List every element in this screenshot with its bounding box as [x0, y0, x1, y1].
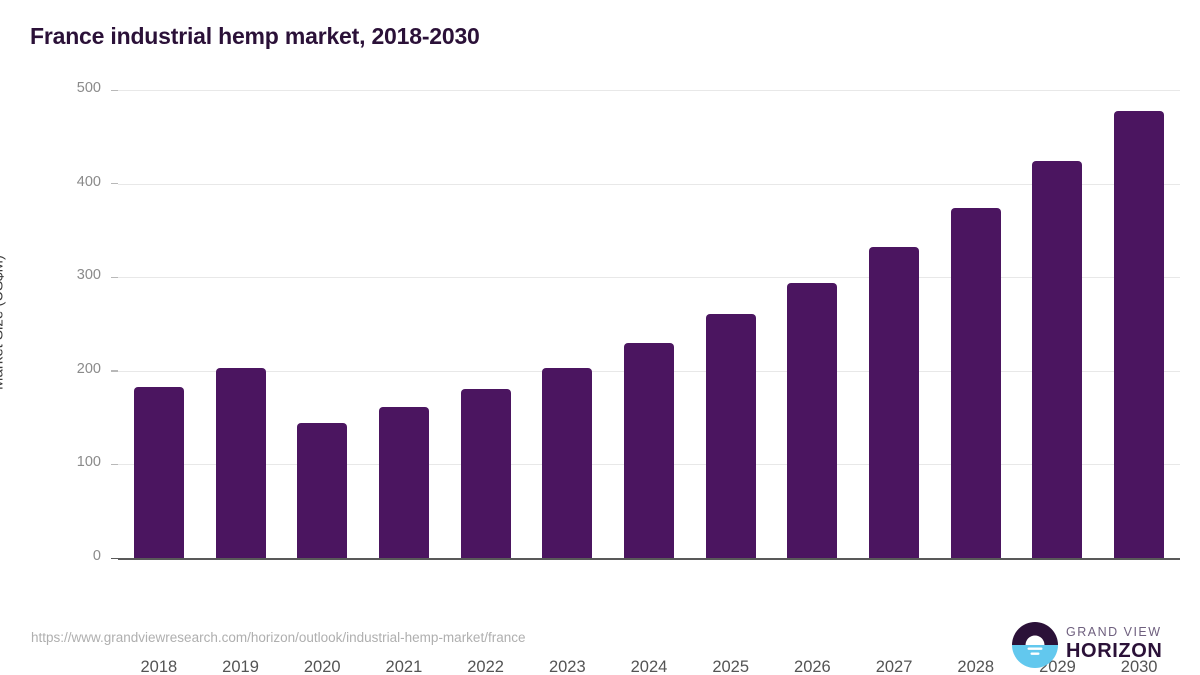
y-tick-label-200: 200	[76, 360, 101, 377]
y-tick-label-500: 500	[76, 80, 101, 96]
y-tick-label-100: 100	[76, 454, 101, 471]
logo-text: GRAND VIEW HORIZON	[1066, 625, 1162, 663]
y-tick-mark-200	[111, 370, 118, 372]
x-tick-label-2028: 2028	[957, 658, 995, 675]
y-tick-label-0: 0	[92, 548, 101, 564]
bar-2024[interactable]	[624, 342, 674, 558]
bar-2021[interactable]	[378, 407, 429, 558]
bar-2026[interactable]	[787, 282, 838, 558]
x-axis-line	[118, 558, 1180, 560]
bar-2019[interactable]	[215, 368, 266, 558]
x-tick-label-2026: 2026	[794, 658, 831, 675]
x-tick-label-2022: 2022	[467, 658, 504, 675]
bar-2028[interactable]	[950, 207, 1001, 558]
x-tick-label-2030: 2030	[1120, 658, 1158, 675]
gridline-400	[118, 183, 1180, 185]
page-title: France industrial hemp market, 2018-2030	[30, 23, 480, 49]
y-tick-label-300: 300	[76, 267, 101, 284]
horizon-sun-icon	[1012, 622, 1058, 668]
gridline-500	[118, 90, 1180, 91]
bar-2023[interactable]	[542, 368, 593, 558]
plot-area: 0 100 200 300 400 500 2018 2019 2020 2021 2022 2023…	[77, 80, 1180, 675]
y-tick-mark-500	[111, 89, 118, 91]
y-tick-mark-400	[111, 183, 118, 185]
source-url[interactable]: https://www.grandviewresearch.com/horizo…	[31, 630, 526, 645]
bar-2030[interactable]	[1114, 110, 1165, 558]
grand-view-horizon-logo[interactable]: GRAND VIEW HORIZON	[1012, 620, 1164, 670]
y-tick-label-400: 400	[76, 173, 101, 190]
y-tick-mark-100	[111, 463, 118, 466]
x-tick-label-2027: 2027	[875, 658, 913, 675]
y-axis-title: Market Size (US$M)	[0, 254, 7, 391]
bar-2022[interactable]	[460, 388, 511, 558]
y-tick-mark-0	[111, 557, 118, 559]
y-tick-mark-300	[111, 276, 118, 278]
x-tick-label-2019: 2019	[222, 658, 259, 675]
bar-2029[interactable]	[1032, 161, 1083, 558]
x-tick-label-2020: 2020	[303, 658, 341, 675]
bar-2018[interactable]	[133, 386, 184, 558]
bar-2025[interactable]	[705, 313, 756, 558]
x-tick-label-2024: 2024	[630, 658, 668, 675]
bar-2020[interactable]	[297, 423, 348, 558]
logo-line-horizon: HORIZON	[1066, 640, 1163, 662]
logo-line-grand-view: GRAND VIEW	[1066, 625, 1162, 639]
gridline-300	[118, 277, 1180, 279]
bar-2027[interactable]	[869, 247, 920, 558]
x-tick-label-2025: 2025	[712, 658, 750, 675]
x-tick-label-2018: 2018	[140, 658, 178, 675]
x-tick-label-2023: 2023	[548, 658, 586, 675]
x-tick-label-2021: 2021	[385, 658, 423, 675]
